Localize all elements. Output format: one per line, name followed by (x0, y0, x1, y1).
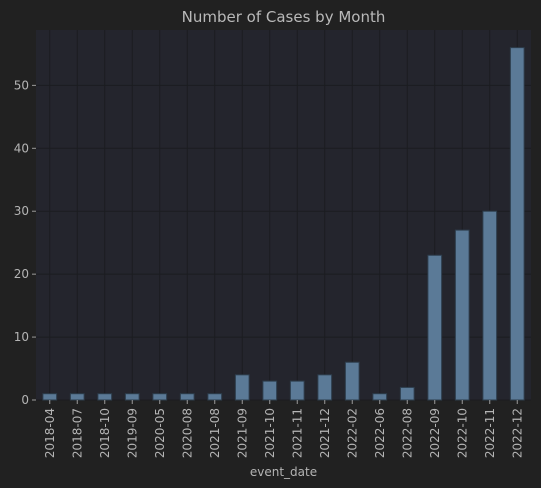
bar-2018-07 (69, 393, 85, 401)
x-tick-label: 2021-10 (263, 408, 277, 458)
y-tick-label: 40 (14, 141, 29, 155)
chart-title: Number of Cases by Month (182, 8, 386, 26)
y-tick-label: 30 (14, 204, 29, 218)
x-tick-label: 2021-09 (235, 408, 249, 458)
y-tick-label: 0 (21, 393, 29, 407)
bar-2022-11 (482, 210, 498, 401)
bar-2021-09 (234, 374, 250, 401)
bar-2022-08 (399, 386, 415, 401)
x-tick-label: 2022-06 (373, 408, 387, 458)
bar-2020-08 (179, 393, 195, 401)
x-tick-label: 2020-08 (180, 408, 194, 458)
x-tick-label: 2020-05 (153, 408, 167, 458)
bar-2021-10 (262, 380, 278, 401)
y-tick-label: 20 (14, 267, 29, 281)
x-tick-label: 2018-07 (70, 408, 84, 458)
bar-2021-08 (207, 393, 223, 401)
x-axis-ticks: 2018-04 2018-07 2018-10 2019-09 2020-05 2020-… (43, 400, 524, 458)
x-tick-label: 2022-11 (483, 408, 497, 458)
bar-2021-11 (289, 380, 305, 401)
bar-2018-04 (42, 393, 58, 401)
x-tick-label: 2022-09 (428, 408, 442, 458)
x-tick-label: 2021-08 (208, 408, 222, 458)
bar-2021-12 (317, 374, 333, 401)
y-tick-label: 50 (14, 78, 29, 92)
bar-2019-09 (124, 393, 140, 401)
bar-2022-10 (454, 229, 470, 401)
x-tick-label: 2019-09 (125, 408, 139, 458)
x-tick-label: 2018-04 (43, 408, 57, 458)
x-tick-label: 2022-12 (510, 408, 524, 458)
bar-2022-06 (372, 393, 388, 401)
y-axis-ticks: 0 10 20 30 40 50 (14, 78, 36, 407)
bar-2018-10 (97, 393, 113, 401)
x-tick-label: 2022-08 (400, 408, 414, 458)
x-tick-label: 2022-10 (455, 408, 469, 458)
x-axis-label: event_date (250, 465, 317, 479)
bar-2022-09 (427, 254, 443, 401)
bar-2022-12 (509, 47, 525, 401)
x-tick-label: 2022-02 (345, 408, 359, 458)
plot-area (36, 30, 531, 400)
y-tick-label: 10 (14, 330, 29, 344)
x-tick-label: 2021-11 (290, 408, 304, 458)
x-tick-label: 2021-12 (318, 408, 332, 458)
x-tick-label: 2018-10 (98, 408, 112, 458)
bar-2022-02 (344, 361, 360, 401)
bar-2020-05 (152, 393, 168, 401)
